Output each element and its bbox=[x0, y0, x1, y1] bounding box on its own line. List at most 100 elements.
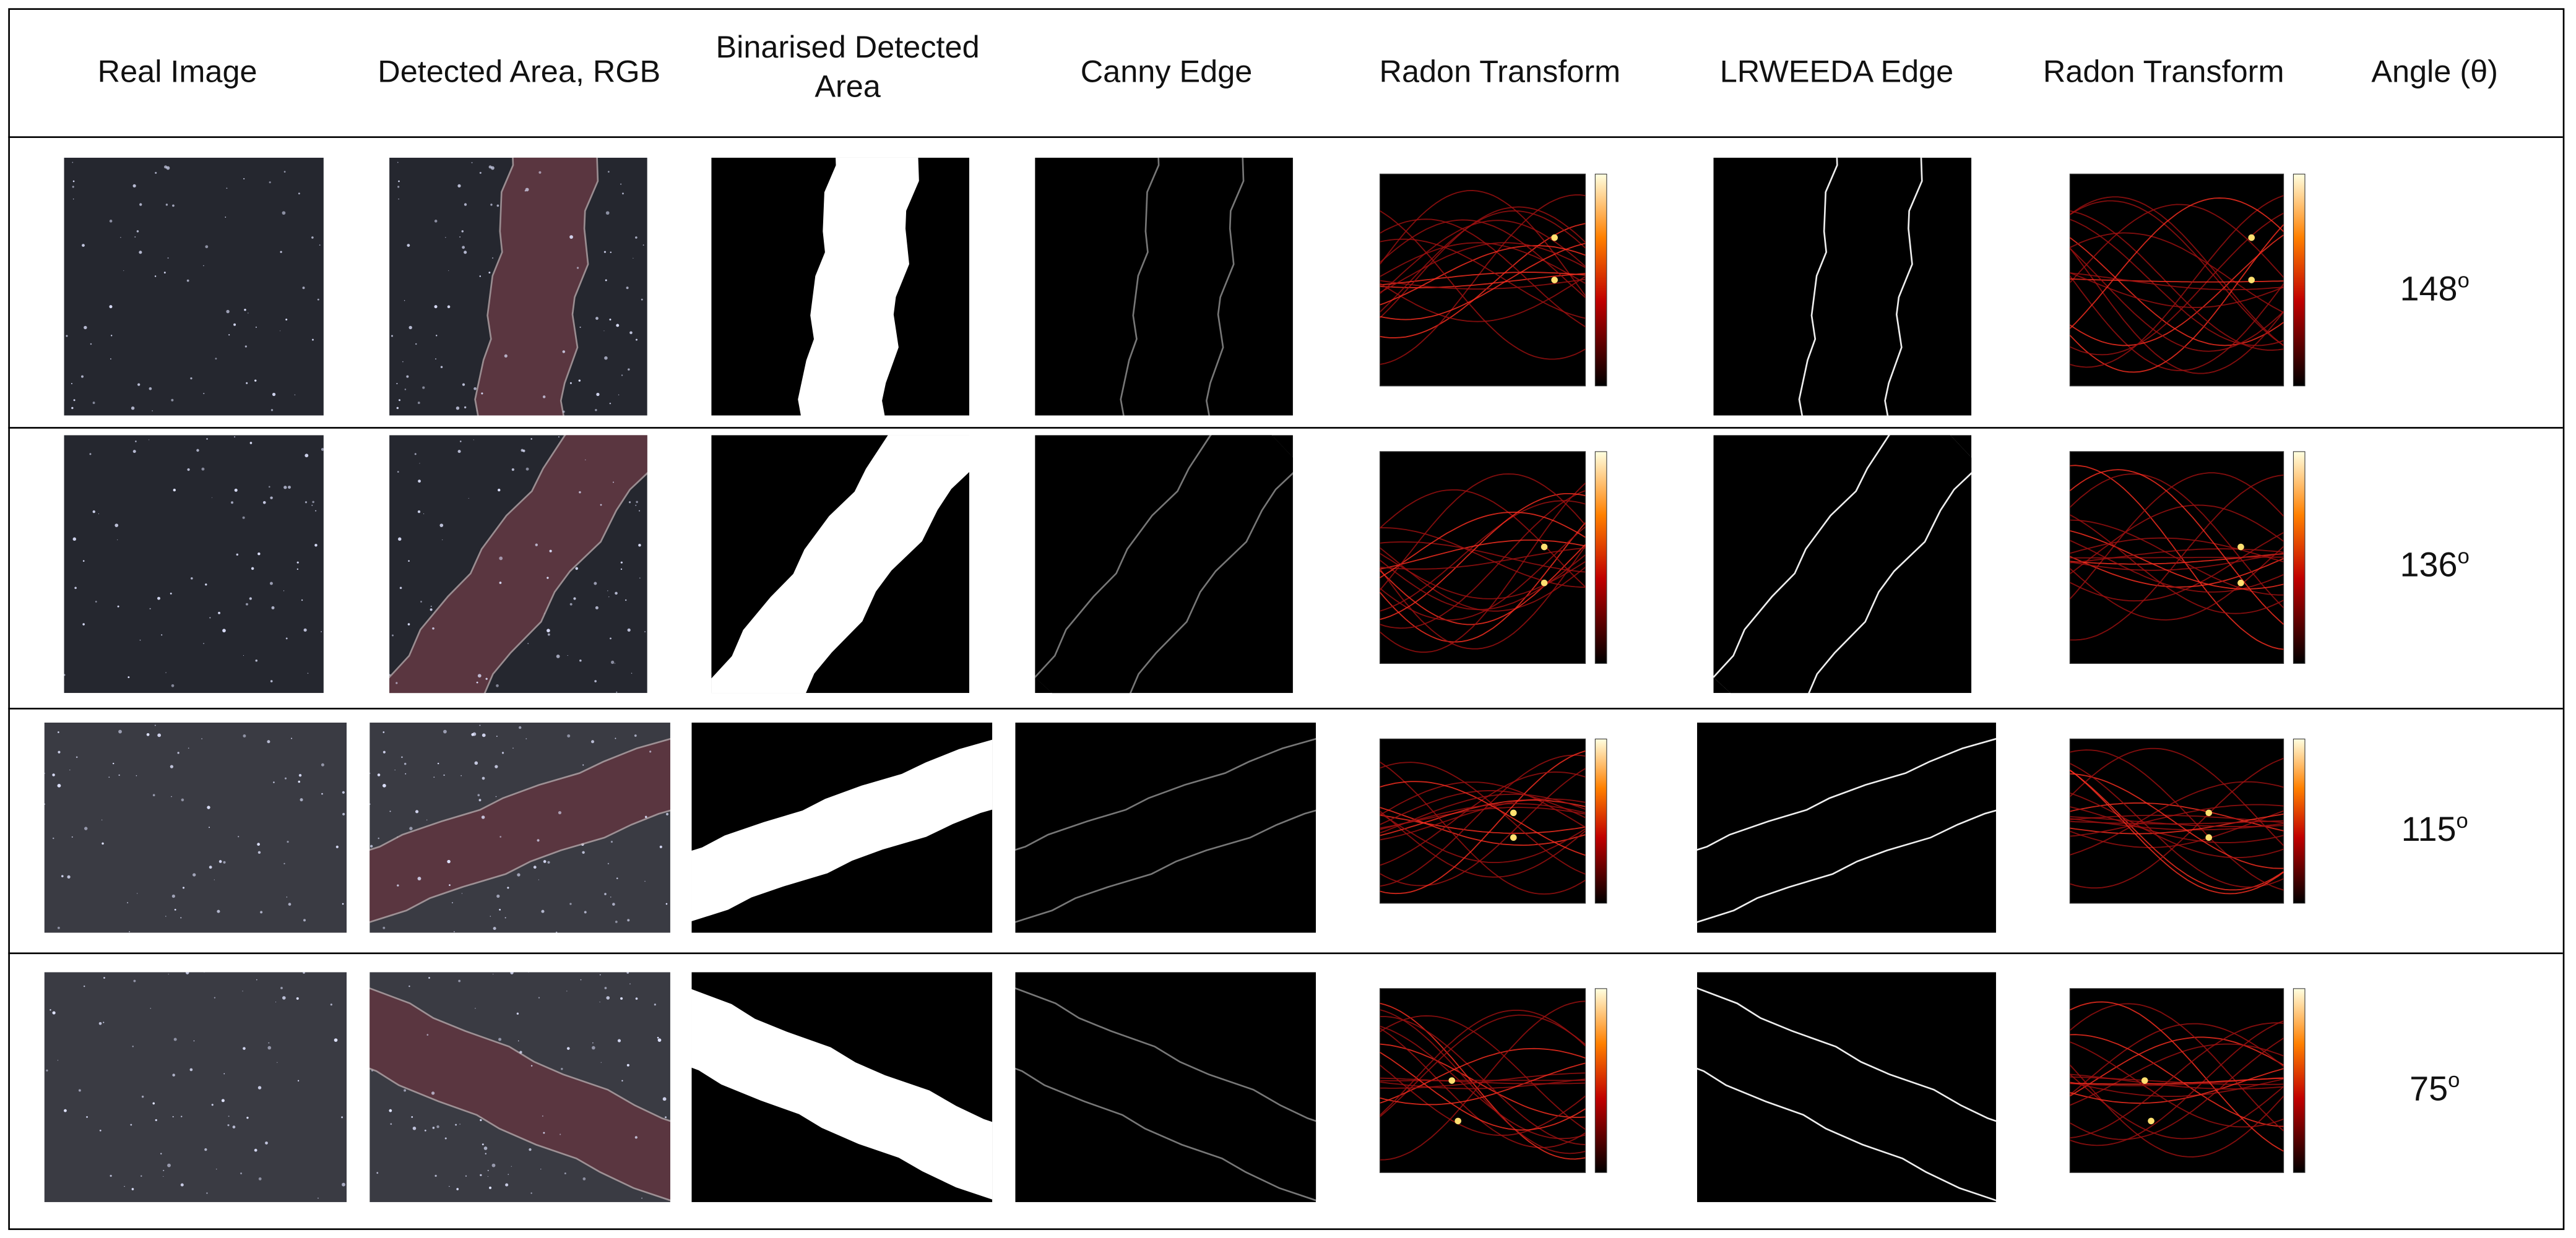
star bbox=[209, 617, 211, 619]
star bbox=[620, 997, 623, 1000]
star bbox=[243, 655, 244, 656]
sinogram-curve bbox=[1380, 1052, 1586, 1131]
star bbox=[71, 406, 74, 410]
star bbox=[512, 747, 514, 749]
star bbox=[417, 877, 421, 880]
star bbox=[83, 985, 85, 987]
star bbox=[205, 245, 209, 249]
star bbox=[487, 1169, 489, 1171]
star bbox=[134, 236, 136, 238]
sinogram-curve bbox=[1380, 547, 1586, 612]
star bbox=[457, 450, 461, 454]
star bbox=[508, 1174, 509, 1176]
sinogram-curve bbox=[1380, 242, 1586, 284]
sinogram-curve bbox=[2070, 813, 2284, 835]
sinogram-curve bbox=[1380, 803, 1586, 830]
star bbox=[341, 1116, 344, 1119]
star bbox=[171, 894, 175, 898]
star bbox=[456, 406, 460, 410]
star bbox=[549, 549, 552, 552]
sinogram-curve bbox=[1380, 219, 1586, 298]
sky bbox=[64, 157, 324, 416]
star bbox=[128, 676, 130, 679]
star bbox=[89, 453, 92, 455]
star bbox=[476, 681, 478, 684]
star bbox=[103, 977, 105, 979]
star bbox=[161, 634, 163, 636]
star bbox=[163, 1169, 165, 1171]
star bbox=[50, 1009, 51, 1011]
star bbox=[72, 180, 75, 183]
star bbox=[498, 1038, 502, 1041]
sinogram-curve bbox=[1380, 527, 1586, 588]
angle-cell: 136o bbox=[2369, 544, 2500, 587]
star bbox=[499, 556, 503, 561]
star bbox=[80, 375, 84, 378]
star bbox=[267, 1046, 272, 1050]
star bbox=[582, 764, 584, 766]
star bbox=[118, 729, 122, 734]
star bbox=[283, 590, 285, 591]
sinogram-curve bbox=[2070, 278, 2284, 283]
star bbox=[609, 318, 612, 320]
band-fill bbox=[370, 739, 670, 921]
star bbox=[67, 875, 71, 879]
peak bbox=[1448, 1077, 1456, 1084]
star bbox=[584, 911, 587, 914]
star bbox=[600, 504, 602, 506]
star bbox=[459, 441, 462, 442]
star bbox=[298, 773, 302, 777]
sinogram-curve bbox=[2070, 781, 2284, 856]
star bbox=[135, 441, 137, 442]
star bbox=[342, 812, 345, 816]
sinogram-curve bbox=[1380, 511, 1586, 578]
star bbox=[511, 1166, 512, 1167]
star bbox=[582, 851, 585, 854]
star bbox=[491, 1163, 496, 1167]
sinogram-curve bbox=[2070, 552, 2284, 571]
star bbox=[641, 1197, 642, 1199]
colorbar bbox=[2293, 988, 2306, 1173]
sinogram-curve bbox=[2069, 204, 2284, 283]
star bbox=[657, 1038, 662, 1042]
angle-unit: o bbox=[2448, 1067, 2460, 1093]
star bbox=[269, 582, 273, 585]
star bbox=[475, 1007, 476, 1009]
sinogram-curve bbox=[1380, 539, 1586, 570]
sinogram-curve bbox=[2070, 792, 2284, 859]
star bbox=[566, 1047, 570, 1050]
star bbox=[488, 272, 491, 274]
sinogram-curve bbox=[1380, 223, 1586, 338]
star bbox=[167, 257, 169, 259]
star bbox=[172, 1073, 175, 1077]
star bbox=[283, 862, 285, 865]
star bbox=[628, 501, 631, 504]
star bbox=[408, 325, 412, 330]
star bbox=[82, 623, 85, 625]
peak bbox=[1551, 234, 1558, 241]
star bbox=[582, 1177, 586, 1180]
star bbox=[457, 184, 461, 187]
star bbox=[434, 1174, 437, 1177]
star bbox=[243, 178, 245, 179]
sinogram-curve bbox=[2070, 474, 2284, 641]
star bbox=[342, 791, 345, 794]
star bbox=[238, 836, 240, 838]
sinogram-curve bbox=[1380, 276, 1586, 322]
star bbox=[160, 1153, 162, 1154]
star bbox=[525, 738, 527, 739]
star bbox=[398, 180, 400, 183]
header-cell: Radon Transform bbox=[1379, 56, 1621, 90]
detected-area bbox=[370, 722, 670, 933]
sinogram-curve bbox=[2070, 1034, 2284, 1127]
star bbox=[529, 1148, 532, 1151]
sinogram-curve bbox=[1380, 771, 1586, 866]
star bbox=[610, 637, 612, 640]
star bbox=[599, 974, 601, 976]
star bbox=[432, 627, 434, 630]
star bbox=[173, 1038, 177, 1041]
star bbox=[222, 629, 226, 633]
band-fill bbox=[370, 989, 670, 1200]
star bbox=[334, 1038, 338, 1042]
